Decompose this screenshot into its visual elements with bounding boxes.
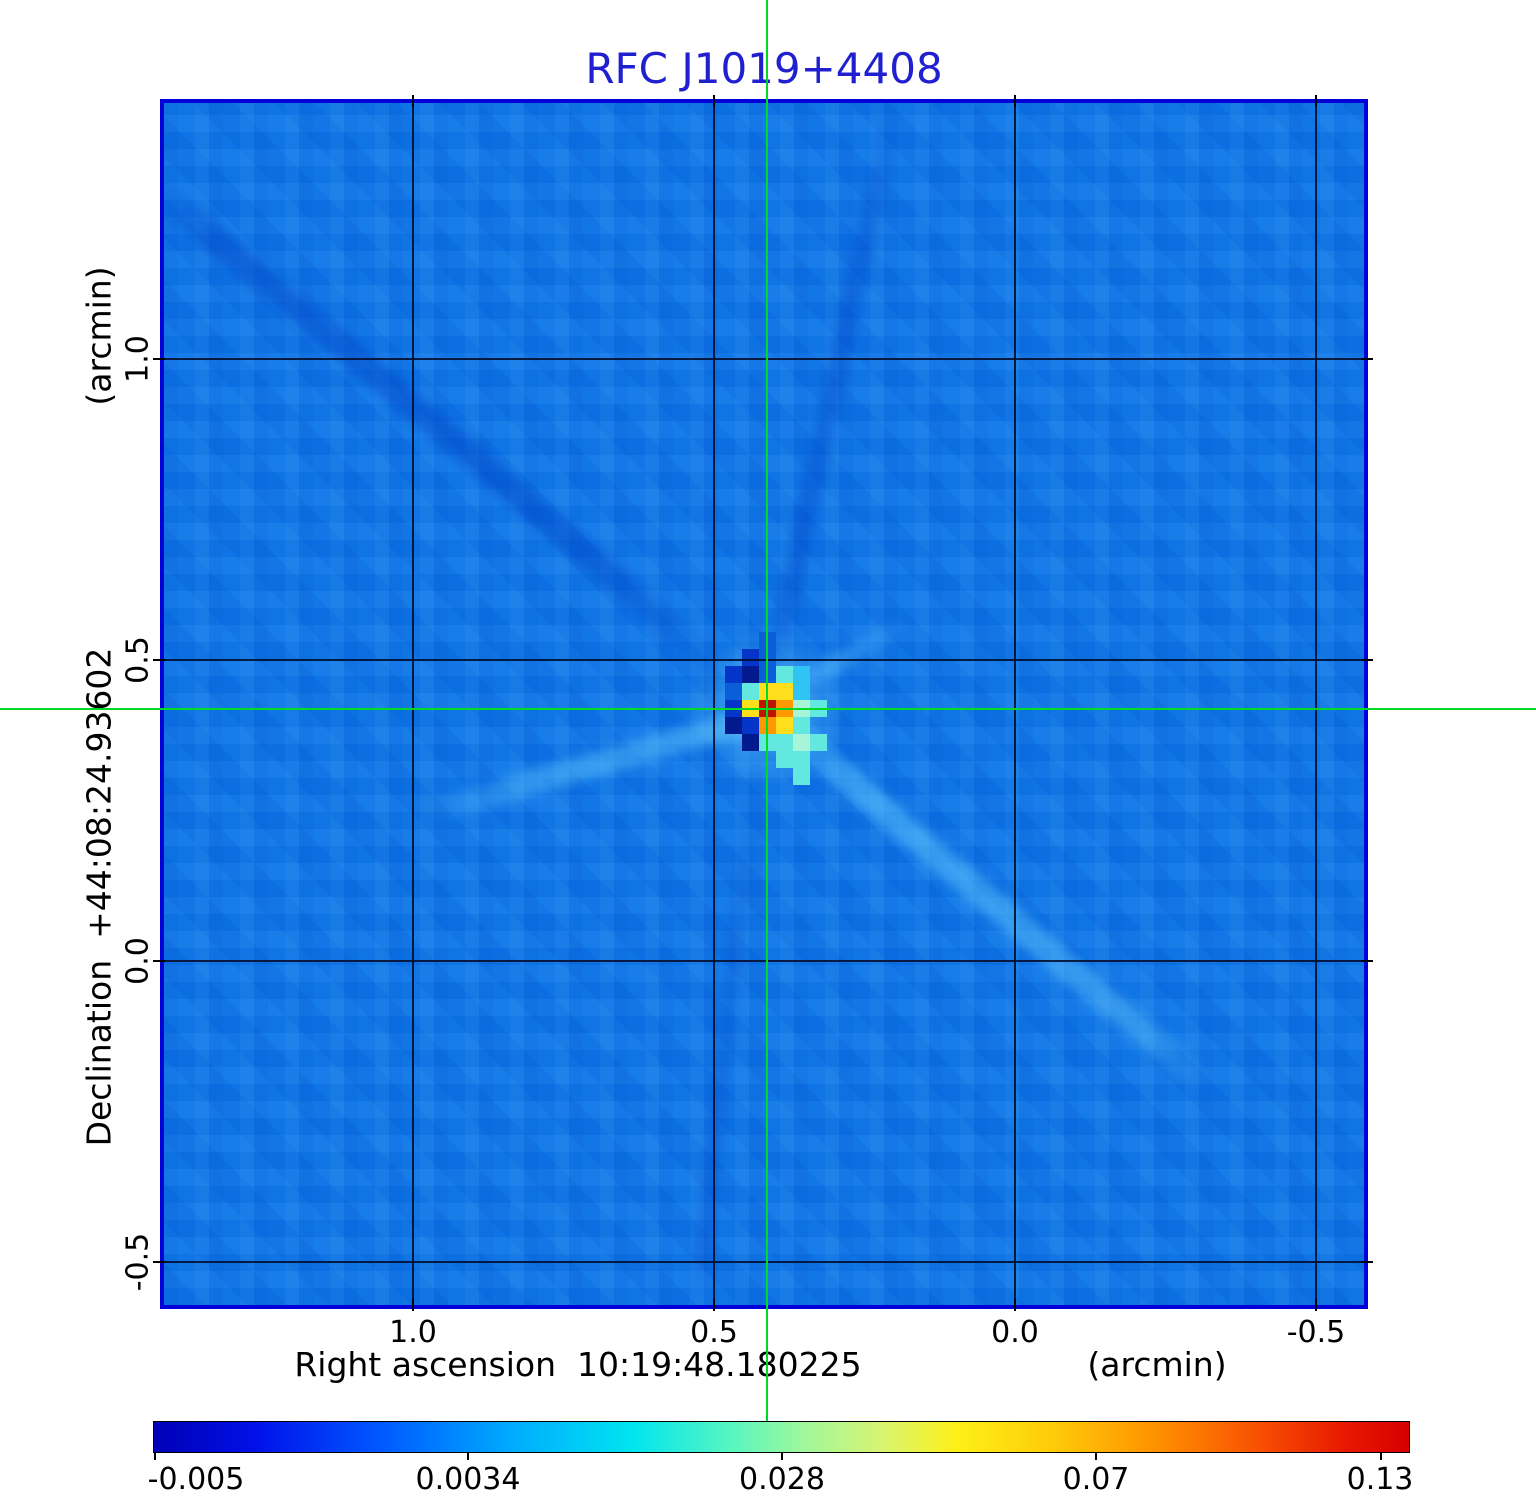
source-pixel	[776, 734, 793, 751]
source-pixel	[742, 649, 759, 666]
gridline-ra-1.0	[412, 103, 414, 1305]
y-axis-label: Declination +44:08:24.93602	[79, 647, 119, 1147]
sidelobe-streak-below	[690, 759, 763, 1301]
colorbar-label-4: 0.13	[1346, 1462, 1414, 1497]
x-tick-label-1.0: 1.0	[389, 1315, 437, 1350]
x-axis-unit-label: (arcmin)	[1087, 1345, 1227, 1384]
colorbar-tick	[154, 1452, 156, 1460]
gridline-dec-1.0	[164, 358, 1364, 360]
gridline-dec-0.0	[164, 960, 1364, 962]
tick-top	[713, 95, 715, 107]
image-plot	[160, 99, 1368, 1309]
x-axis-label: Right ascension 10:19:48.180225	[294, 1345, 862, 1384]
x-tick-label-0.0: 0.0	[991, 1315, 1039, 1350]
tick-left	[153, 659, 165, 661]
tick-right	[1361, 1261, 1373, 1263]
colorbar-label-3: 0.07	[1062, 1462, 1130, 1497]
tick-bottom	[1014, 1299, 1016, 1311]
source-pixel	[776, 717, 793, 734]
y-tick-label-0.5: 0.5	[120, 636, 156, 684]
source-pixel	[742, 734, 759, 751]
source-pixel	[793, 734, 810, 751]
source-pixel	[725, 717, 742, 734]
source-pixel	[742, 683, 759, 700]
gridline-dec--0.5	[164, 1261, 1364, 1263]
source-pixel	[776, 751, 793, 768]
colorbar-tick	[781, 1452, 783, 1460]
source-pixel	[776, 666, 793, 683]
source-pixel	[742, 666, 759, 683]
source-pixel	[742, 717, 759, 734]
plot-title: RFC J1019+4408	[585, 44, 943, 93]
y-tick-label-0.0: 0.0	[120, 937, 156, 985]
y-tick-label-1.0: 1.0	[120, 335, 156, 383]
tick-left	[153, 358, 165, 360]
source-pixel	[810, 734, 827, 751]
tick-top	[1315, 95, 1317, 107]
tick-top	[1014, 95, 1016, 107]
tick-right	[1361, 659, 1373, 661]
tick-bottom	[412, 1299, 414, 1311]
x-tick-label--0.5: -0.5	[1286, 1315, 1346, 1350]
tick-top	[412, 95, 414, 107]
colorbar-label-0: -0.005	[147, 1462, 245, 1497]
sky-map-canvas	[164, 103, 1364, 1305]
source-pixel	[793, 717, 810, 734]
colorbar-tick	[1095, 1452, 1097, 1460]
source-pixel	[793, 751, 810, 768]
colorbar-tick	[467, 1452, 469, 1460]
source-pixel	[793, 666, 810, 683]
crosshair-vertical	[766, 0, 768, 1421]
colorbar-label-2: 0.028	[739, 1462, 825, 1497]
tick-left	[153, 960, 165, 962]
x-tick-label-0.5: 0.5	[690, 1315, 738, 1350]
source-pixel	[725, 666, 742, 683]
tick-bottom	[1315, 1299, 1317, 1311]
gridline-ra-0.0	[1014, 103, 1016, 1305]
y-tick-label--0.5: -0.5	[120, 1232, 156, 1292]
colorbar-tick	[1380, 1452, 1382, 1460]
tick-left	[153, 1261, 165, 1263]
gridline-dec-0.5	[164, 659, 1364, 661]
colorbar-gradient	[153, 1421, 1410, 1453]
source-pixel	[793, 683, 810, 700]
gridline-ra-0.5	[713, 103, 715, 1305]
colorbar-label-1: 0.0034	[415, 1462, 521, 1497]
source-pixel	[776, 683, 793, 700]
source-pixel	[725, 683, 742, 700]
tick-right	[1361, 358, 1373, 360]
tick-bottom	[713, 1299, 715, 1311]
source-pixel	[793, 768, 810, 785]
y-axis-unit-label: (arcmin)	[79, 266, 119, 406]
gridline-ra--0.5	[1315, 103, 1317, 1305]
tick-right	[1361, 960, 1373, 962]
crosshair-horizontal	[0, 708, 1536, 710]
